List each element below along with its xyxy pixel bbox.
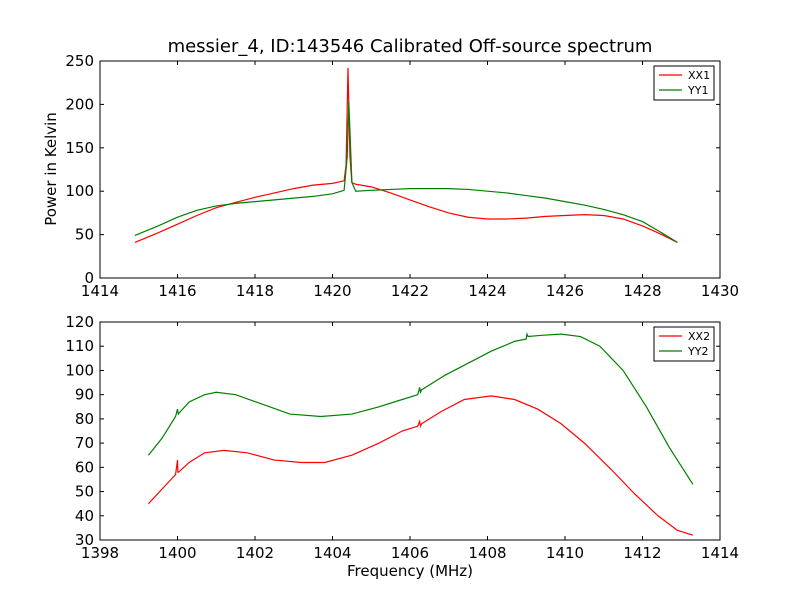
bottom-x-tick-label: 1404 bbox=[313, 544, 351, 562]
bottom-x-tick-label: 1410 bbox=[546, 544, 584, 562]
top-y-tick-label: 250 bbox=[65, 52, 94, 70]
top-x-tick-label: 1428 bbox=[623, 282, 661, 300]
top-legend-label-xx1: XX1 bbox=[688, 69, 710, 82]
y-axis-label: Power in Kelvin bbox=[42, 112, 60, 226]
bottom-y-tick-label: 80 bbox=[75, 410, 94, 428]
bottom-legend-label-yy2: YY2 bbox=[687, 345, 708, 358]
top-y-tick-label: 150 bbox=[65, 139, 94, 157]
chart-title: messier_4, ID:143546 Calibrated Off-sour… bbox=[168, 36, 653, 57]
top-x-tick-label: 1418 bbox=[236, 282, 274, 300]
bottom-y-tick-label: 40 bbox=[75, 507, 94, 525]
bottom-x-tick-label: 1398 bbox=[81, 544, 119, 562]
top-y-tick-label: 100 bbox=[65, 182, 94, 200]
bottom-y-tick-label: 50 bbox=[75, 483, 94, 501]
bottom-y-tick-label: 120 bbox=[65, 313, 94, 331]
top-y-tick-label: 200 bbox=[65, 95, 94, 113]
top-y-tick-label: 0 bbox=[84, 269, 94, 287]
top-x-tick-label: 1420 bbox=[313, 282, 351, 300]
bottom-y-tick-label: 70 bbox=[75, 434, 94, 452]
bottom-x-tick-label: 1408 bbox=[468, 544, 506, 562]
top-series-line-yy1 bbox=[134, 101, 678, 243]
bottom-y-tick-label: 100 bbox=[65, 361, 94, 379]
bottom-x-tick-label: 1414 bbox=[701, 544, 739, 562]
top-legend-box bbox=[653, 65, 715, 101]
bottom-y-tick-label: 60 bbox=[75, 458, 94, 476]
bottom-series-line-yy2 bbox=[147, 332, 694, 485]
top-y-tick-label: 50 bbox=[75, 226, 94, 244]
top-x-tick-label: 1422 bbox=[391, 282, 429, 300]
bottom-x-tick-label: 1406 bbox=[391, 544, 429, 562]
top-x-tick-label: 1430 bbox=[701, 282, 739, 300]
bottom-y-tick-label: 110 bbox=[65, 337, 94, 355]
bottom-x-tick-label: 1412 bbox=[623, 544, 661, 562]
top-x-tick-label: 1424 bbox=[468, 282, 506, 300]
bottom-x-tick-label: 1400 bbox=[158, 544, 196, 562]
bottom-x-tick-label: 1402 bbox=[236, 544, 274, 562]
x-axis-label: Frequency (MHz) bbox=[347, 562, 473, 580]
bottom-y-tick-label: 90 bbox=[75, 386, 94, 404]
plot-top: 1414 1416 1418 1420 1422 1424 1426 1428 1430 0 50 1… bbox=[65, 52, 739, 300]
top-legend-label-yy1: YY1 bbox=[687, 84, 708, 97]
top-x-tick-label: 1414 bbox=[81, 282, 119, 300]
bottom-legend-label-xx2: XX2 bbox=[688, 330, 710, 343]
bottom-y-tick-label: 30 bbox=[75, 531, 94, 549]
top-x-tick-label: 1416 bbox=[158, 282, 196, 300]
top-x-tick-label: 1426 bbox=[546, 282, 584, 300]
top-series-line-xx1 bbox=[134, 67, 678, 243]
bottom-series-line-xx2 bbox=[148, 395, 694, 536]
bottom-legend-box bbox=[653, 326, 715, 362]
plot-bottom: 1398 1400 1402 1404 1406 1408 1410 1412 1414 30 40… bbox=[65, 313, 739, 562]
